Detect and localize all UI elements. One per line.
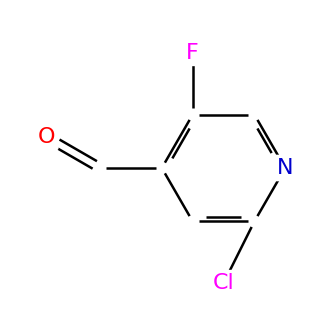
Text: N: N: [277, 158, 293, 178]
Text: F: F: [186, 43, 199, 63]
Text: Cl: Cl: [213, 273, 235, 293]
Text: O: O: [38, 127, 55, 147]
